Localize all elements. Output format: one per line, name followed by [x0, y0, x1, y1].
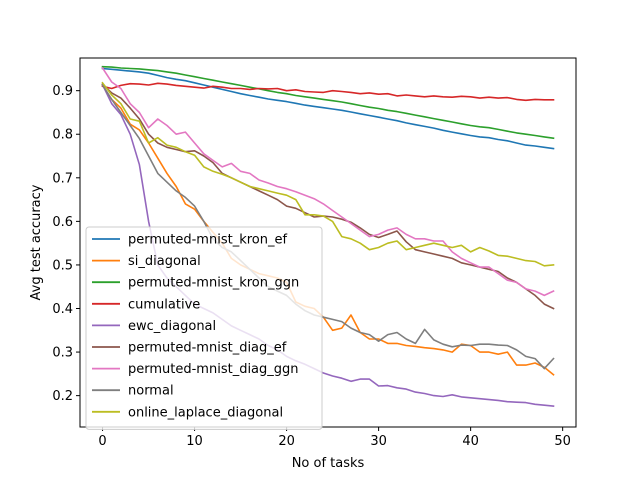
- series-line-normal: [101, 83, 555, 370]
- y-axis: 0.2 0.3 0.4 0.5 0.6 0.7 0.8 0.9: [52, 84, 80, 404]
- series-line-si_diagonal: [101, 84, 555, 376]
- series-line-permuted-mnist_kron_ef: [101, 67, 555, 150]
- y-axis-label: Avg test accuracy: [29, 184, 44, 300]
- series-line-permuted-mnist_diag_ggn: [101, 66, 555, 297]
- y-tick-label: 0.8: [52, 128, 73, 143]
- legend: permuted-mnist_kron_ef si_diagonalpermute…: [85, 226, 323, 430]
- legend-label: online_laplace_diagonal: [128, 405, 283, 420]
- y-tick-label: 0.4: [52, 302, 73, 317]
- legend-label: permuted-mnist_kron_ggn: [128, 276, 299, 291]
- x-tick-label: 50: [554, 434, 571, 449]
- series-line-permuted-mnist_kron_ggn: [101, 65, 555, 140]
- x-tick-label: 40: [462, 434, 479, 449]
- legend-label: normal: [128, 384, 174, 399]
- legend-label: permuted-mnist_diag_ef: [128, 341, 287, 356]
- legend-label: permuted-mnist_kron_ef: [128, 233, 287, 248]
- legend-label: permuted-mnist_diag_ggn: [128, 362, 299, 377]
- y-tick-label: 0.2: [52, 389, 73, 404]
- x-tick-label: 10: [186, 434, 203, 449]
- x-tick-label: 20: [278, 434, 295, 449]
- y-tick-label: 0.6: [52, 215, 73, 230]
- x-tick-label: 30: [370, 434, 387, 449]
- legend-box: [85, 226, 323, 430]
- series-line-online_laplace_diagonal: [101, 81, 555, 267]
- y-tick-label: 0.5: [52, 258, 73, 273]
- y-tick-label: 0.9: [52, 84, 73, 99]
- series-line-cumulative: [101, 82, 555, 102]
- plot-frame: [79, 57, 577, 428]
- y-tick-label: 0.7: [52, 171, 73, 186]
- legend-label: si_diagonal: [128, 254, 201, 269]
- legend-label: ewc_diagonal: [128, 319, 216, 334]
- y-tick-label: 0.3: [52, 346, 73, 361]
- x-axis-label: No of tasks: [292, 456, 365, 471]
- legend-label: cumulative: [128, 297, 200, 312]
- x-axis: 0 10 20 30 40 50: [98, 427, 571, 449]
- x-tick-label: 0: [98, 434, 106, 449]
